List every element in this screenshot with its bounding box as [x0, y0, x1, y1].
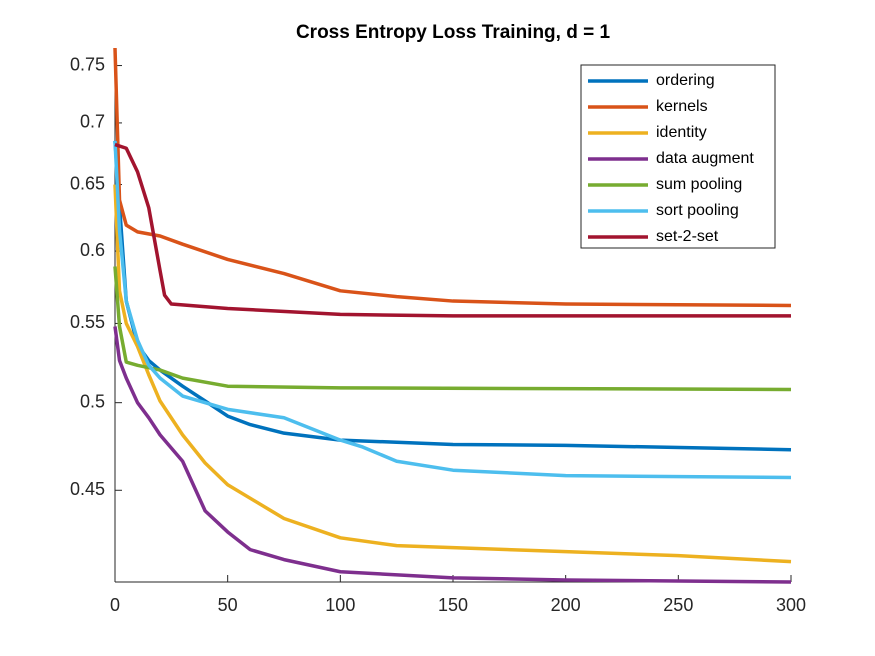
legend-label: set-2-set — [656, 228, 719, 245]
y-tick-label: 0.75 — [70, 54, 105, 74]
x-tick-label: 250 — [663, 595, 693, 615]
x-tick-label: 300 — [776, 595, 806, 615]
x-tick-label: 200 — [551, 595, 581, 615]
series-line — [113, 47, 792, 308]
legend-box — [580, 64, 776, 249]
x-tick-label: 50 — [218, 595, 238, 615]
legend-label: sum pooling — [656, 176, 742, 193]
legend-label: kernels — [656, 98, 708, 115]
x-tick-label: 150 — [438, 595, 468, 615]
legend-label: ordering — [656, 72, 715, 89]
x-tick-label: 0 — [110, 595, 120, 615]
series-line — [113, 326, 792, 584]
legend-label: sort pooling — [656, 202, 739, 219]
legend-label: data augment — [656, 150, 754, 167]
y-tick-label: 0.6 — [80, 240, 105, 260]
y-tick-label: 0.65 — [70, 173, 105, 193]
series-line — [113, 266, 792, 392]
series-line — [113, 184, 792, 564]
y-tick-label: 0.55 — [70, 312, 105, 332]
series-line — [114, 142, 791, 318]
x-tick-label: 100 — [325, 595, 355, 615]
legend-label: identity — [656, 124, 707, 141]
y-tick-label: 0.7 — [80, 112, 105, 132]
y-tick-label: 0.45 — [70, 479, 105, 499]
y-tick-label: 0.5 — [80, 391, 105, 411]
chart-title: Cross Entropy Loss Training, d = 1 — [296, 22, 611, 43]
series-line — [113, 140, 792, 480]
